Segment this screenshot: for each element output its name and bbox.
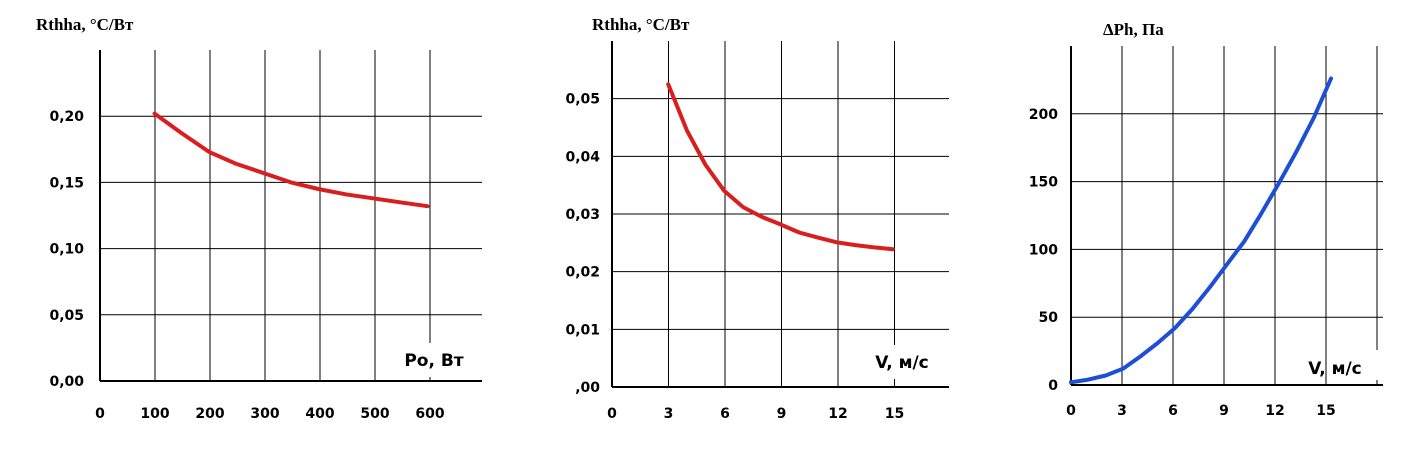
y-axis-label: Rthha, °C/Вт	[36, 15, 134, 34]
series-line	[1069, 76, 1333, 385]
x-axis-label: V, м/с	[875, 353, 929, 373]
y-tick-label: 0,00	[49, 374, 84, 390]
x-tick-label: 200	[195, 406, 224, 422]
x-tick-label: 100	[140, 406, 169, 422]
series-line	[666, 82, 895, 252]
y-axis-label: Rthha, °C/Вт	[592, 15, 690, 34]
y-tick-label: 0,02	[565, 265, 600, 281]
y-tick-label: 0,10	[49, 242, 84, 258]
x-tick-label: 15	[1316, 403, 1335, 419]
series-line	[152, 111, 430, 209]
y-tick-label: 0,05	[565, 92, 600, 108]
x-tick-label: 3	[1117, 403, 1127, 419]
x-tick-label: 500	[360, 406, 389, 422]
x-tick-label: 6	[720, 406, 730, 422]
x-label-backing	[386, 343, 481, 377]
x-tick-label: 0	[95, 406, 105, 422]
y-tick-label: 0,20	[49, 109, 84, 125]
x-tick-label: 6	[1168, 403, 1178, 419]
y-tick-label: 0,05	[49, 308, 84, 324]
y-tick-label: 0,04	[565, 149, 600, 165]
x-tick-label: 0	[607, 406, 617, 422]
x-tick-label: 12	[828, 406, 847, 422]
x-label-backing	[857, 345, 948, 379]
x-tick-label: 9	[777, 406, 787, 422]
x-tick-label: 15	[885, 406, 904, 422]
y-tick-label: 0,15	[49, 175, 84, 191]
y-tick-label: 0	[1048, 378, 1058, 394]
y-tick-label: 50	[1039, 310, 1059, 326]
y-tick-label: 150	[1029, 175, 1058, 191]
y-tick-label: ,00	[575, 380, 600, 396]
x-tick-label: 600	[415, 406, 444, 422]
x-tick-label: 400	[305, 406, 334, 422]
x-tick-label: 9	[1219, 403, 1229, 419]
chart-2: ,00 0,01 0,02 0,03 0,04 0,05 0 3 6 9 12 15 Rthha, °C…	[565, 15, 949, 422]
chart-3: 0 50 100 150 200 0 3 6 9 12 15 ΔPh, Па V, м/с	[1029, 20, 1383, 419]
x-tick-label: 0	[1066, 403, 1076, 419]
x-axis-label: Po, Вт	[404, 351, 463, 371]
y-tick-label: 0,01	[565, 322, 600, 338]
y-axis-label: ΔPh, Па	[1103, 20, 1164, 39]
x-tick-label: 12	[1265, 403, 1284, 419]
x-axis-label: V, м/с	[1308, 359, 1362, 379]
y-tick-label: 100	[1029, 242, 1058, 258]
y-tick-label: 0,03	[565, 207, 600, 223]
chart-1: 0,00 0,05 0,10 0,15 0,20 0 100 200 300 400 500 600 R…	[36, 15, 482, 422]
x-label-backing	[1357, 350, 1382, 380]
x-tick-label: 300	[250, 406, 279, 422]
y-tick-label: 200	[1029, 107, 1058, 123]
x-tick-label: 3	[664, 406, 674, 422]
